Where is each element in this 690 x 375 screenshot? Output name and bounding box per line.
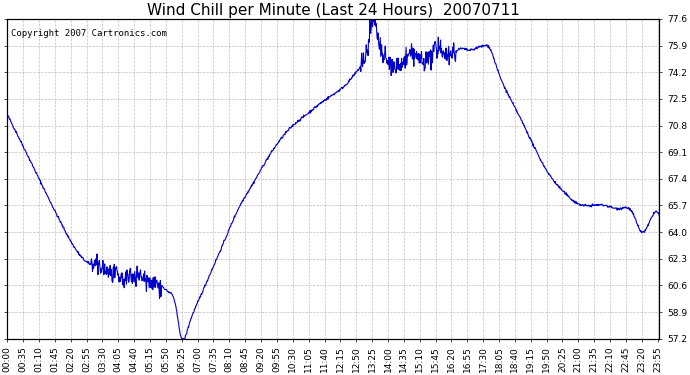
Title: Wind Chill per Minute (Last 24 Hours)  20070711: Wind Chill per Minute (Last 24 Hours) 20… <box>147 3 520 18</box>
Text: Copyright 2007 Cartronics.com: Copyright 2007 Cartronics.com <box>10 28 166 38</box>
